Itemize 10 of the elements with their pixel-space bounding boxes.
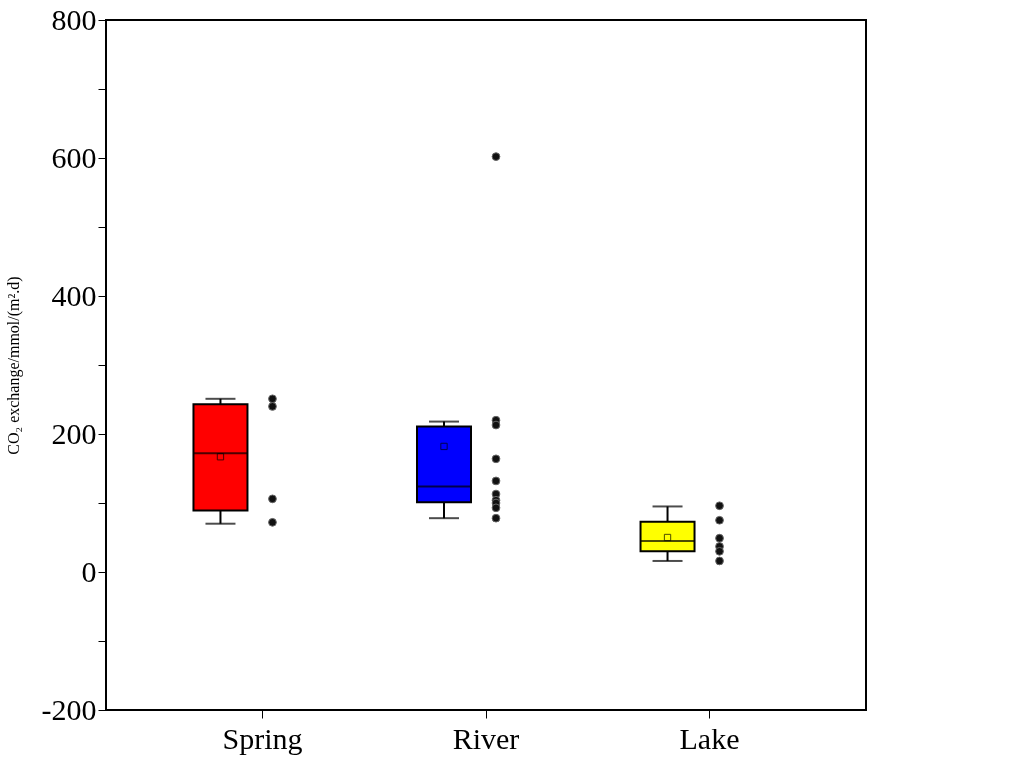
x-tick-label: River bbox=[452, 721, 520, 755]
y-tick-label: 0 bbox=[81, 554, 97, 588]
y-tick-label: 400 bbox=[51, 278, 97, 312]
x-tick-label: Spring bbox=[222, 721, 303, 755]
y-tick-label: 200 bbox=[51, 416, 97, 450]
y-tick-label: -200 bbox=[41, 692, 97, 726]
y-tick-label: 800 bbox=[51, 2, 97, 36]
x-tick-label: Lake bbox=[679, 721, 740, 755]
y-tick-label: 600 bbox=[51, 140, 97, 174]
y-axis-title: CO₂ exchange/mmol/(m².d) bbox=[4, 276, 23, 455]
